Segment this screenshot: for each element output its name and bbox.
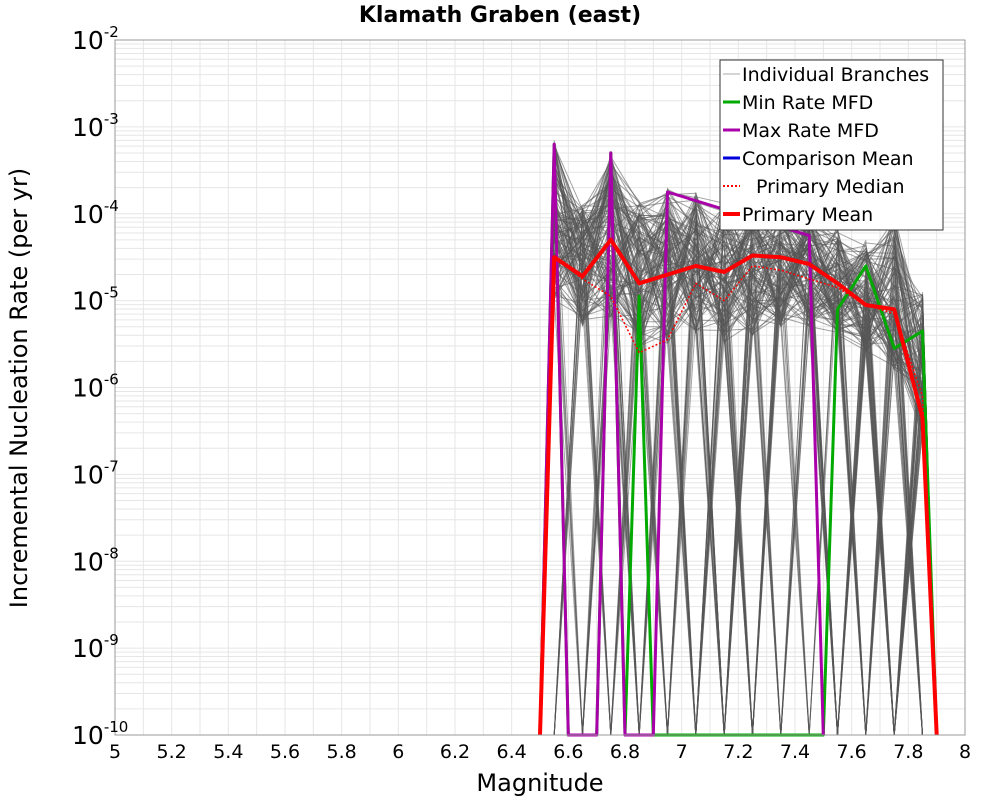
x-tick-label: 6.6 — [553, 741, 583, 763]
branch-line — [539, 161, 937, 736]
x-tick-label: 7.4 — [780, 741, 810, 763]
branch-line — [539, 199, 938, 736]
plot-frame — [114, 39, 966, 736]
series-primary-mean — [538, 237, 939, 736]
x-tick-label: 5.2 — [157, 741, 187, 763]
y-axis-label: Incremental Nucleation Rate (per yr) — [5, 168, 33, 608]
branch-line — [539, 214, 938, 736]
branch-line — [539, 205, 938, 736]
x-tick-label: 7.6 — [837, 741, 867, 763]
x-tick-label: 5.6 — [270, 741, 300, 763]
x-tick-label: 8 — [959, 741, 971, 763]
x-tick-label: 5.4 — [213, 741, 243, 763]
branch-line — [539, 197, 937, 736]
legend-label: Comparison Mean — [742, 148, 914, 170]
y-tick-label: 10-7 — [72, 457, 119, 489]
branch-line — [539, 185, 938, 736]
x-axis-ticks: 5 5.2 5.4 5.6 5.8 6 6.2 6.4 6.6 6.8 7 7.2 7.4 7.6 7.8 8 — [109, 741, 971, 763]
y-tick-label: 10-9 — [72, 631, 119, 663]
x-tick-label: 7 — [676, 741, 688, 763]
y-axis-ticks: 10-10 10-9 10-8 10-7 10-6 10-5 10-4 10-3 10-2 — [72, 23, 128, 750]
branch-line — [539, 211, 938, 736]
individual-branches — [539, 140, 938, 736]
branch-line — [539, 190, 938, 736]
branch-line — [539, 179, 938, 736]
legend-label: Individual Branches — [742, 64, 929, 86]
x-tick-label: 5 — [109, 741, 121, 763]
y-tick-label: 10-6 — [72, 371, 119, 403]
x-axis-label: Magnitude — [476, 769, 603, 797]
branch-line — [540, 160, 938, 736]
x-tick-label: 7.8 — [893, 741, 923, 763]
legend-label: Primary Median — [756, 176, 905, 198]
branch-line — [539, 220, 938, 736]
legend-label: Max Rate MFD — [742, 120, 879, 142]
x-tick-label: 6 — [392, 741, 404, 763]
y-tick-label: 10-3 — [72, 110, 119, 142]
x-tick-label: 6.4 — [497, 741, 527, 763]
branch-line — [539, 203, 938, 736]
y-tick-label: 10-4 — [72, 197, 119, 229]
branch-line — [539, 163, 938, 736]
y-tick-label: 10-2 — [72, 23, 119, 55]
y-tick-label: 10-10 — [72, 718, 128, 750]
legend-box — [719, 59, 944, 231]
x-tick-label: 7.2 — [723, 741, 753, 763]
legend: Individual Branches Min Rate MFD Max Rate … — [719, 59, 944, 231]
legend-label: Primary Mean — [742, 204, 873, 226]
legend-label: Min Rate MFD — [742, 92, 873, 114]
branch-line — [539, 155, 938, 736]
chart-title: Klamath Graben (east) — [359, 3, 641, 28]
y-tick-label: 10-8 — [72, 544, 119, 576]
x-tick-label: 6.2 — [440, 741, 470, 763]
y-tick-label: 10-5 — [72, 284, 119, 316]
x-tick-label: 6.8 — [610, 741, 640, 763]
branch-line — [539, 148, 938, 736]
x-tick-label: 5.8 — [327, 741, 357, 763]
